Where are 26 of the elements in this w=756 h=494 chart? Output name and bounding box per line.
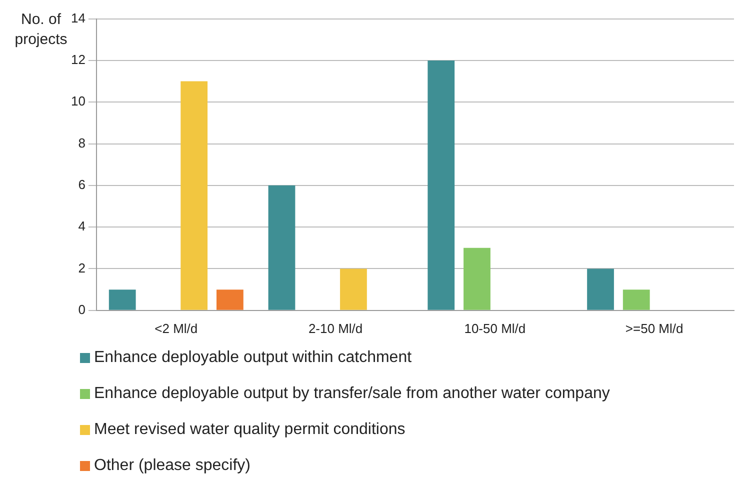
y-tick-label: 4 [78, 218, 86, 234]
y-tick-label: 10 [70, 94, 86, 109]
y-tick-label: 12 [70, 52, 86, 68]
bar [216, 290, 244, 310]
bar [428, 60, 455, 310]
y-tick-label: 8 [78, 135, 86, 150]
y-tick-label: 6 [78, 177, 86, 192]
legend-label: Enhance deployable output by transfer/sale from another water company [94, 385, 610, 403]
bar [587, 268, 614, 310]
x-tick-label: 10-50 Ml/d [464, 320, 526, 336]
y-tick-label: 2 [78, 260, 86, 276]
legend-label: Enhance deployable output within catchment [94, 349, 412, 367]
bar [108, 290, 136, 310]
legend-label: Other (please specify) [94, 457, 251, 475]
bar [622, 290, 650, 310]
x-tick-label: <2 Ml/d [154, 320, 198, 336]
bar [464, 248, 490, 310]
x-tick-label: 2-10 Ml/d [308, 320, 363, 336]
y-axis-title: No. of projects [14, 11, 68, 48]
y-tick-label: 14 [70, 10, 86, 26]
bar [180, 81, 208, 310]
legend-label: Meet revised water quality permit conditions [94, 421, 406, 439]
x-tick-label: >=50 Ml/d [625, 320, 684, 336]
bar [340, 268, 367, 310]
bar [268, 185, 296, 310]
y-tick-label: 0 [78, 302, 86, 317]
